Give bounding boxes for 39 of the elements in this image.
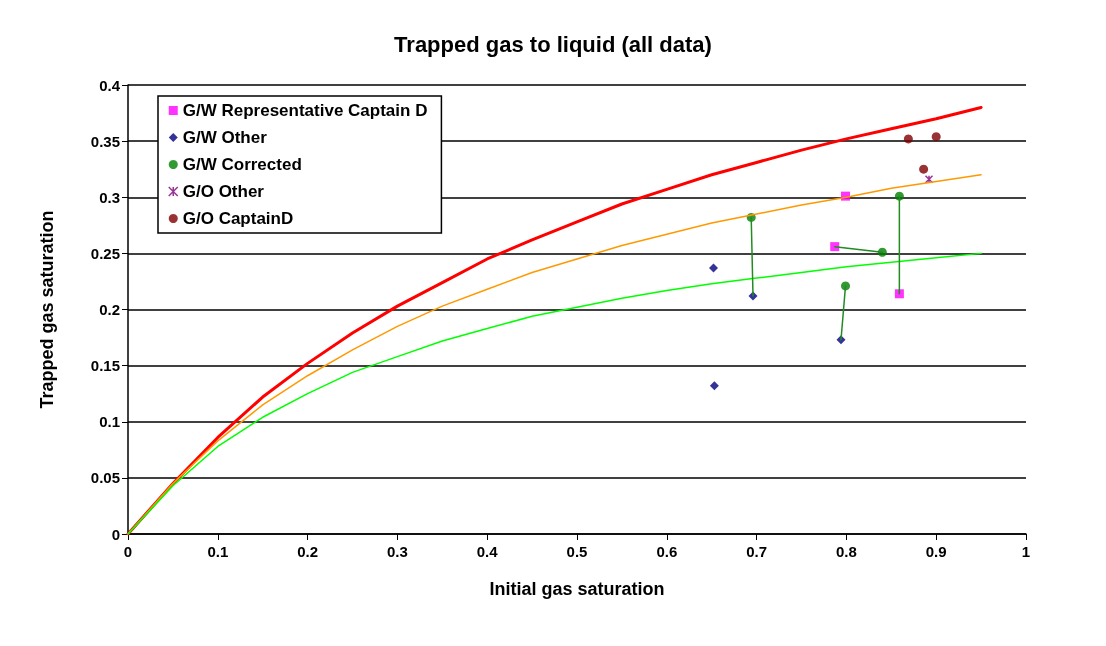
y-axis-title: Trapped gas saturation xyxy=(37,210,57,409)
y-tick-label: 0.1 xyxy=(99,413,120,431)
point xyxy=(931,132,941,142)
y-tick-label: 0.3 xyxy=(99,188,120,206)
chart-title: Trapped gas to liquid (all data) xyxy=(394,31,712,57)
point xyxy=(894,191,904,201)
point xyxy=(924,175,934,184)
x-tick-label: 0.6 xyxy=(656,543,678,560)
y-tick-label: 0.05 xyxy=(90,469,120,487)
point xyxy=(919,164,929,174)
x-tick-label: 0.9 xyxy=(925,543,947,560)
y-tick-label: 0.35 xyxy=(90,132,120,150)
legend-label: G/W Other xyxy=(182,128,268,147)
line-series xyxy=(126,105,983,536)
point xyxy=(709,263,718,273)
legend-label: G/W Representative Captain D xyxy=(182,101,428,120)
line-series xyxy=(127,252,982,535)
point xyxy=(709,381,719,391)
x-tick-label: 0.7 xyxy=(746,543,768,560)
x-axis-title: Initial gas saturation xyxy=(489,579,665,599)
y-tick-label: 0 xyxy=(111,525,120,543)
point xyxy=(894,289,904,299)
legend-label: G/W Corrected xyxy=(182,155,302,174)
x-tick-label: 0 xyxy=(123,543,133,560)
y-tick-label: 0.2 xyxy=(99,301,120,318)
y-tick-label: 0.15 xyxy=(90,357,120,375)
x-tick-label: 0.1 xyxy=(207,543,229,560)
x-tick-label: 0.5 xyxy=(566,543,588,560)
x-tick-label: 0.3 xyxy=(386,543,408,560)
x-tick-label: 0.2 xyxy=(297,543,319,560)
legend-label: G/O Other xyxy=(182,182,265,201)
x-tick-label: 0.4 xyxy=(476,543,499,560)
x-tick-label: 0.8 xyxy=(835,543,857,560)
y-tick-label: 0.25 xyxy=(90,244,120,262)
point xyxy=(830,242,840,252)
x-tick-label: 1 xyxy=(1021,543,1031,560)
legend-label: G/O CaptainD xyxy=(182,209,294,228)
y-tick-label: 0.4 xyxy=(99,76,121,94)
point xyxy=(903,134,913,144)
